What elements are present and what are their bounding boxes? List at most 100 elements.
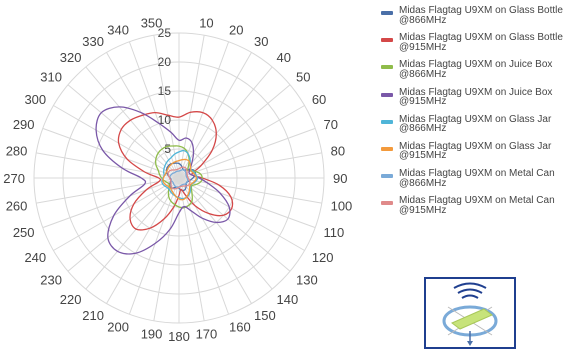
angular-tick-label: 280 — [6, 144, 28, 159]
angular-tick-label: 110 — [323, 225, 344, 240]
radial-tick-label: 25 — [158, 26, 172, 40]
radial-tick-label: 15 — [158, 84, 172, 98]
grid-spoke — [178, 41, 230, 179]
angular-tick-label: 90 — [333, 171, 347, 186]
angular-tick-label: 20 — [229, 23, 243, 38]
series-lines — [95, 106, 234, 255]
angular-tick-label: 330 — [82, 34, 104, 49]
angular-tick-label: 200 — [107, 319, 129, 334]
signal-wave-icon — [457, 288, 483, 294]
radial-tick-label: 20 — [158, 55, 172, 69]
legend-label: Midas Flagtag U9XM on Glass Jar @915MHz — [399, 140, 552, 162]
angular-tick-label: 290 — [13, 117, 35, 132]
legend-label: Midas Flagtag U9XM on Glass Bottle @866M… — [399, 5, 563, 26]
angular-tick-label: 80 — [331, 144, 345, 159]
angular-tick-label: 130 — [296, 273, 318, 288]
grid-spoke — [36, 177, 180, 204]
series-line-5 — [161, 149, 199, 200]
grid-spoke — [178, 177, 316, 229]
legend-swatch — [381, 146, 393, 151]
signal-wave-icon — [461, 294, 479, 299]
series-line-4 — [95, 106, 231, 255]
legend-item[interactable]: Midas Flagtag U9XM on Metal Can @866MHz — [381, 169, 581, 196]
grid-spoke — [178, 52, 252, 179]
legend-label: Midas Flagtag U9XM on Metal Can @866MHz — [399, 168, 555, 189]
arrow-down-icon — [467, 341, 473, 346]
legend-item[interactable]: Midas Flagtag U9XM on Juice Box @915MHz — [381, 86, 581, 115]
angular-tick-label: 50 — [296, 69, 310, 84]
legend-item[interactable]: Midas Flagtag U9XM on Glass Jar @866MHz — [381, 113, 581, 142]
series-line-2 — [117, 111, 234, 231]
grid-spoke — [53, 105, 180, 179]
angular-tick-label: 320 — [60, 50, 82, 65]
legend-item[interactable]: Midas Flagtag U9XM on Glass Bottle @915M… — [381, 33, 581, 60]
legend: Midas Flagtag U9XM on Glass Bottle @866M… — [381, 6, 581, 224]
angular-tick-label: 310 — [40, 69, 62, 84]
legend-swatch — [381, 201, 393, 206]
grid-spoke — [178, 66, 273, 179]
grid-spoke — [178, 152, 322, 179]
angular-tick-label: 120 — [312, 250, 334, 265]
angular-tick-label: 150 — [254, 308, 276, 323]
grid-spoke — [67, 177, 180, 272]
angular-tick-label: 240 — [24, 250, 46, 265]
grid-spoke — [53, 177, 180, 251]
legend-item[interactable]: Midas Flagtag U9XM on Metal Can @915MHz — [381, 196, 581, 223]
legend-swatch — [381, 65, 393, 70]
angular-tick-label: 340 — [107, 23, 129, 38]
angular-tick-label: 350 — [141, 15, 163, 30]
angular-tick-label: 70 — [323, 117, 337, 132]
polar-grid — [33, 32, 325, 324]
grid-spoke — [178, 177, 205, 321]
legend-swatch — [381, 174, 393, 179]
grid-spoke — [42, 177, 180, 229]
angular-tick-label: 140 — [277, 292, 299, 307]
grid-spoke — [153, 177, 180, 321]
grid-spoke — [85, 66, 180, 179]
signal-wave-icon — [453, 282, 487, 289]
grid-spoke — [178, 177, 252, 304]
angular-tick-label: 40 — [277, 50, 291, 65]
orientation-icon — [442, 282, 498, 346]
grid-spoke — [67, 84, 180, 179]
grid-spoke — [178, 84, 291, 179]
legend-swatch — [381, 119, 393, 124]
radial-tick-label: 10 — [158, 113, 172, 127]
angular-tick-label: 170 — [196, 327, 218, 342]
legend-label: Midas Flagtag U9XM on Glass Jar @866MHz — [399, 113, 552, 135]
grid-spoke — [178, 127, 316, 179]
grid-spoke — [178, 177, 305, 251]
series-line-6 — [162, 158, 198, 201]
legend-swatch — [381, 11, 393, 15]
angular-tick-label: 160 — [229, 319, 251, 334]
angular-tick-label: 210 — [82, 308, 104, 323]
series-line-8 — [167, 166, 191, 190]
angular-tick-label: 10 — [199, 15, 213, 30]
angular-tick-label: 250 — [13, 225, 35, 240]
angular-tick-label: 100 — [331, 198, 353, 213]
legend-item[interactable]: Midas Flagtag U9XM on Glass Jar @915MHz — [381, 140, 581, 169]
legend-swatch — [381, 38, 393, 43]
angular-tick-label: 270 — [3, 171, 25, 186]
grid-spoke — [106, 177, 180, 304]
angular-tick-label: 190 — [141, 327, 163, 342]
angular-tick-label: 230 — [40, 273, 62, 288]
angular-tick-label: 180 — [168, 329, 190, 344]
legend-item[interactable]: Midas Flagtag U9XM on Glass Bottle @866M… — [381, 6, 581, 33]
grid-spoke — [36, 152, 180, 179]
grid-spoke — [42, 127, 180, 179]
angular-tick-label: 220 — [60, 292, 82, 307]
legend-label: Midas Flagtag U9XM on Juice Box @866MHz — [399, 59, 553, 80]
legend-label: Midas Flagtag U9XM on Glass Bottle @915M… — [399, 32, 563, 53]
grid-spoke — [178, 35, 205, 179]
legend-label: Midas Flagtag U9XM on Juice Box @915MHz — [399, 86, 553, 108]
tag-icon — [451, 308, 493, 330]
legend-label: Midas Flagtag U9XM on Metal Can @915MHz — [399, 195, 555, 216]
grid-spoke — [178, 177, 230, 315]
angular-tick-label: 60 — [312, 92, 326, 107]
grid-spoke — [178, 177, 291, 272]
legend-item[interactable]: Midas Flagtag U9XM on Juice Box @866MHz — [381, 60, 581, 87]
angular-tick-label: 30 — [254, 34, 268, 49]
tag-orientation-diagram — [424, 277, 516, 349]
